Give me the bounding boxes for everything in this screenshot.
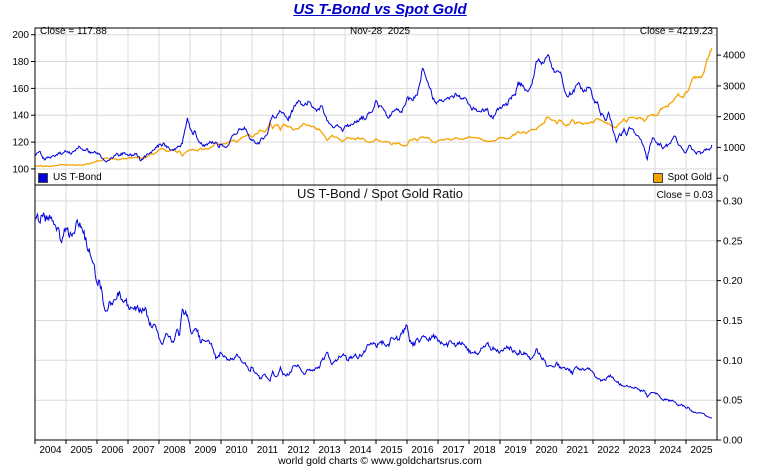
- svg-text:1000: 1000: [723, 143, 746, 154]
- ratio-close-label: Close = 0.03: [656, 190, 713, 201]
- svg-text:100: 100: [12, 164, 29, 175]
- svg-text:2005: 2005: [70, 445, 93, 456]
- svg-text:2011: 2011: [257, 445, 279, 456]
- svg-text:2015: 2015: [380, 445, 403, 456]
- svg-text:2009: 2009: [194, 445, 217, 456]
- svg-text:180: 180: [12, 57, 29, 68]
- svg-text:0.10: 0.10: [723, 356, 743, 367]
- svg-text:2000: 2000: [723, 112, 746, 123]
- svg-text:2022: 2022: [597, 445, 620, 456]
- svg-text:2006: 2006: [101, 445, 124, 456]
- svg-text:2018: 2018: [473, 445, 496, 456]
- svg-text:2024: 2024: [659, 445, 682, 456]
- gold-close-label: Close = 4219.23: [639, 26, 713, 37]
- svg-text:140: 140: [12, 111, 29, 122]
- svg-text:2010: 2010: [225, 445, 248, 456]
- tbond-swatch-icon: [38, 172, 48, 183]
- svg-text:2019: 2019: [504, 445, 527, 456]
- svg-text:2007: 2007: [132, 445, 155, 456]
- footer-credit: world gold charts © www.goldchartsrus.co…: [278, 455, 482, 467]
- svg-text:2008: 2008: [163, 445, 186, 456]
- svg-text:2017: 2017: [442, 445, 465, 456]
- svg-text:2020: 2020: [535, 445, 558, 456]
- svg-text:4000: 4000: [723, 51, 746, 62]
- svg-text:3000: 3000: [723, 81, 746, 92]
- ratio-panel-title: US T-Bond / Spot Gold Ratio: [297, 186, 463, 201]
- svg-text:2012: 2012: [287, 445, 310, 456]
- svg-text:0: 0: [723, 174, 729, 185]
- page-title: US T-Bond vs Spot Gold: [293, 1, 467, 18]
- svg-text:0.25: 0.25: [723, 236, 743, 247]
- svg-text:2025: 2025: [690, 445, 713, 456]
- gold-swatch-icon: [652, 172, 663, 183]
- svg-text:0.20: 0.20: [723, 276, 743, 287]
- svg-text:120: 120: [12, 138, 29, 149]
- svg-text:160: 160: [12, 84, 29, 95]
- legend-gold-label: Spot Gold: [667, 172, 712, 183]
- tbond-close-label: Close = 117.88: [40, 26, 107, 37]
- svg-text:0.05: 0.05: [723, 396, 743, 407]
- date-label: Nov-28 2025: [349, 26, 411, 37]
- legend-tbond-label: US T-Bond: [53, 172, 102, 183]
- svg-text:2021: 2021: [566, 445, 589, 456]
- legend-gold: Spot Gold: [652, 172, 712, 183]
- svg-text:2013: 2013: [318, 445, 341, 456]
- svg-text:2004: 2004: [39, 445, 62, 456]
- legend-tbond: US T-Bond: [38, 172, 102, 183]
- svg-text:2023: 2023: [628, 445, 651, 456]
- svg-text:0.00: 0.00: [723, 436, 743, 447]
- svg-text:2016: 2016: [411, 445, 434, 456]
- svg-text:2014: 2014: [349, 445, 372, 456]
- svg-text:0.15: 0.15: [723, 316, 743, 327]
- svg-text:200: 200: [12, 30, 29, 41]
- svg-text:0.30: 0.30: [723, 196, 743, 207]
